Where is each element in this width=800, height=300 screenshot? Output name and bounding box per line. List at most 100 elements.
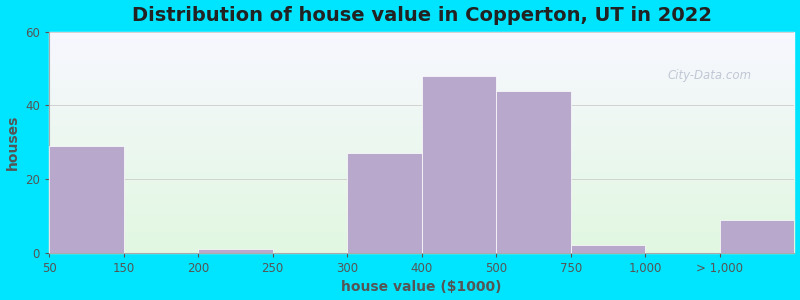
Bar	[49, 142, 794, 145]
Bar	[49, 98, 794, 100]
Bar	[49, 198, 794, 200]
Text: City-Data.com: City-Data.com	[668, 69, 752, 82]
Bar	[49, 242, 794, 244]
Bar	[49, 80, 794, 83]
Bar	[49, 155, 794, 158]
Bar	[49, 164, 794, 166]
Bar	[49, 191, 794, 193]
Bar	[49, 87, 794, 89]
Bar	[49, 153, 794, 155]
Bar	[49, 145, 794, 147]
Bar	[49, 127, 794, 129]
Bar	[49, 85, 794, 87]
Bar	[198, 249, 273, 253]
Bar	[49, 147, 794, 149]
Bar	[49, 52, 794, 54]
Bar	[49, 160, 794, 162]
X-axis label: house value ($1000): house value ($1000)	[342, 280, 502, 294]
Bar	[49, 187, 794, 189]
Bar	[49, 58, 794, 60]
Bar	[720, 220, 794, 253]
Bar	[49, 206, 794, 208]
Bar	[49, 120, 794, 122]
Bar	[49, 237, 794, 240]
Bar	[49, 43, 794, 45]
Bar	[49, 105, 794, 107]
Bar	[49, 136, 794, 138]
Bar	[49, 69, 794, 71]
Bar	[49, 235, 794, 237]
Bar	[49, 82, 794, 85]
Bar	[49, 218, 794, 220]
Bar	[49, 208, 794, 211]
Bar	[49, 34, 794, 36]
Bar	[49, 180, 794, 182]
Bar	[347, 153, 422, 253]
Bar	[49, 151, 794, 153]
Bar	[571, 245, 646, 253]
Bar	[49, 67, 794, 69]
Bar	[49, 118, 794, 120]
Bar	[49, 146, 123, 253]
Bar	[49, 89, 794, 92]
Bar	[49, 102, 794, 105]
Bar	[49, 178, 794, 180]
Bar	[49, 138, 794, 140]
Bar	[49, 244, 794, 246]
Bar	[49, 65, 794, 67]
Bar	[49, 158, 794, 160]
Bar	[49, 78, 794, 80]
Bar	[49, 211, 794, 213]
Bar	[49, 74, 794, 76]
Bar	[49, 54, 794, 56]
Bar	[49, 246, 794, 248]
Bar	[49, 167, 794, 169]
Bar	[49, 116, 794, 118]
Bar	[49, 60, 794, 63]
Bar	[49, 124, 794, 127]
Bar	[49, 71, 794, 74]
Bar	[49, 233, 794, 235]
Bar	[49, 202, 794, 204]
Bar	[49, 50, 794, 52]
Bar	[49, 229, 794, 231]
Bar	[49, 63, 794, 65]
Bar	[49, 36, 794, 38]
Bar	[49, 169, 794, 171]
Bar	[49, 94, 794, 96]
Bar	[49, 184, 794, 187]
Bar	[49, 248, 794, 250]
Bar	[49, 189, 794, 191]
Bar	[49, 111, 794, 113]
Bar	[49, 231, 794, 233]
Bar	[49, 226, 794, 229]
Bar	[49, 220, 794, 222]
Bar	[49, 56, 794, 58]
Bar	[49, 204, 794, 206]
Bar	[49, 40, 794, 43]
Bar	[49, 173, 794, 176]
Bar	[496, 91, 571, 253]
Bar	[49, 224, 794, 226]
Title: Distribution of house value in Copperton, UT in 2022: Distribution of house value in Copperton…	[132, 6, 712, 25]
Bar	[49, 131, 794, 134]
Y-axis label: houses: houses	[6, 115, 19, 170]
Bar	[49, 109, 794, 111]
Bar	[49, 182, 794, 184]
Bar	[49, 32, 794, 34]
Bar	[49, 240, 794, 242]
Bar	[49, 222, 794, 224]
Bar	[49, 213, 794, 215]
Bar	[49, 76, 794, 78]
Bar	[49, 38, 794, 40]
Bar	[49, 45, 794, 47]
Bar	[49, 195, 794, 198]
Bar	[49, 176, 794, 178]
Bar	[49, 107, 794, 109]
Bar	[49, 134, 794, 136]
Bar	[49, 113, 794, 116]
Bar	[49, 129, 794, 131]
Bar	[49, 122, 794, 124]
Bar	[49, 171, 794, 173]
Bar	[49, 96, 794, 98]
